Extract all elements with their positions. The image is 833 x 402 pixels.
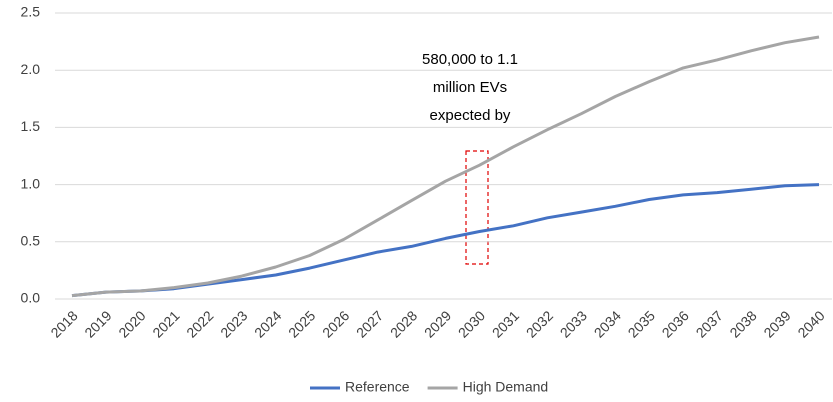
- x-tick-label: 2024: [251, 307, 284, 340]
- x-tick-label: 2033: [557, 307, 590, 340]
- series-line: [71, 35, 820, 298]
- x-tick-label: 2034: [591, 307, 624, 340]
- x-tick-label: 2027: [353, 307, 386, 340]
- x-tick-label: 2035: [625, 307, 658, 340]
- x-tick-label: 2020: [115, 307, 148, 340]
- x-tick-label: 2032: [523, 307, 556, 340]
- y-tick-label: 0.0: [21, 290, 41, 306]
- x-tick-label: 2039: [760, 307, 793, 340]
- x-tick-label: 2037: [693, 307, 726, 340]
- y-tick-label: 1.0: [21, 175, 41, 191]
- x-tick-label: 2023: [217, 307, 250, 340]
- legend-label: Reference: [345, 379, 410, 395]
- x-tick-label: 2021: [149, 307, 182, 340]
- x-tick-label: 2022: [183, 307, 216, 340]
- x-tick-label: 2040: [794, 307, 827, 340]
- x-tick-label: 2019: [81, 307, 114, 340]
- y-tick-label: 1.5: [21, 118, 41, 134]
- x-tick-label: 2026: [319, 307, 352, 340]
- x-tick-label: 2025: [285, 307, 318, 340]
- annotation: 580,000 to 1.1: [422, 51, 518, 68]
- legend-label: High Demand: [463, 379, 549, 395]
- annotation: million EVs: [433, 79, 507, 96]
- x-tick-label: 2036: [659, 307, 692, 340]
- y-tick-label: 2.5: [21, 4, 41, 20]
- x-tick-label: 2031: [489, 307, 522, 340]
- y-tick-label: 0.5: [21, 233, 41, 249]
- x-tick-label: 2018: [47, 307, 80, 340]
- y-tick-label: 2.0: [21, 61, 41, 77]
- x-tick-label: 2029: [421, 307, 454, 340]
- annotation: expected by: [430, 107, 511, 124]
- highlight-box: [465, 150, 489, 265]
- series-line: [71, 183, 820, 298]
- x-tick-label: 2028: [387, 307, 420, 340]
- x-tick-label: 2030: [455, 307, 488, 340]
- x-tick-label: 2038: [726, 307, 759, 340]
